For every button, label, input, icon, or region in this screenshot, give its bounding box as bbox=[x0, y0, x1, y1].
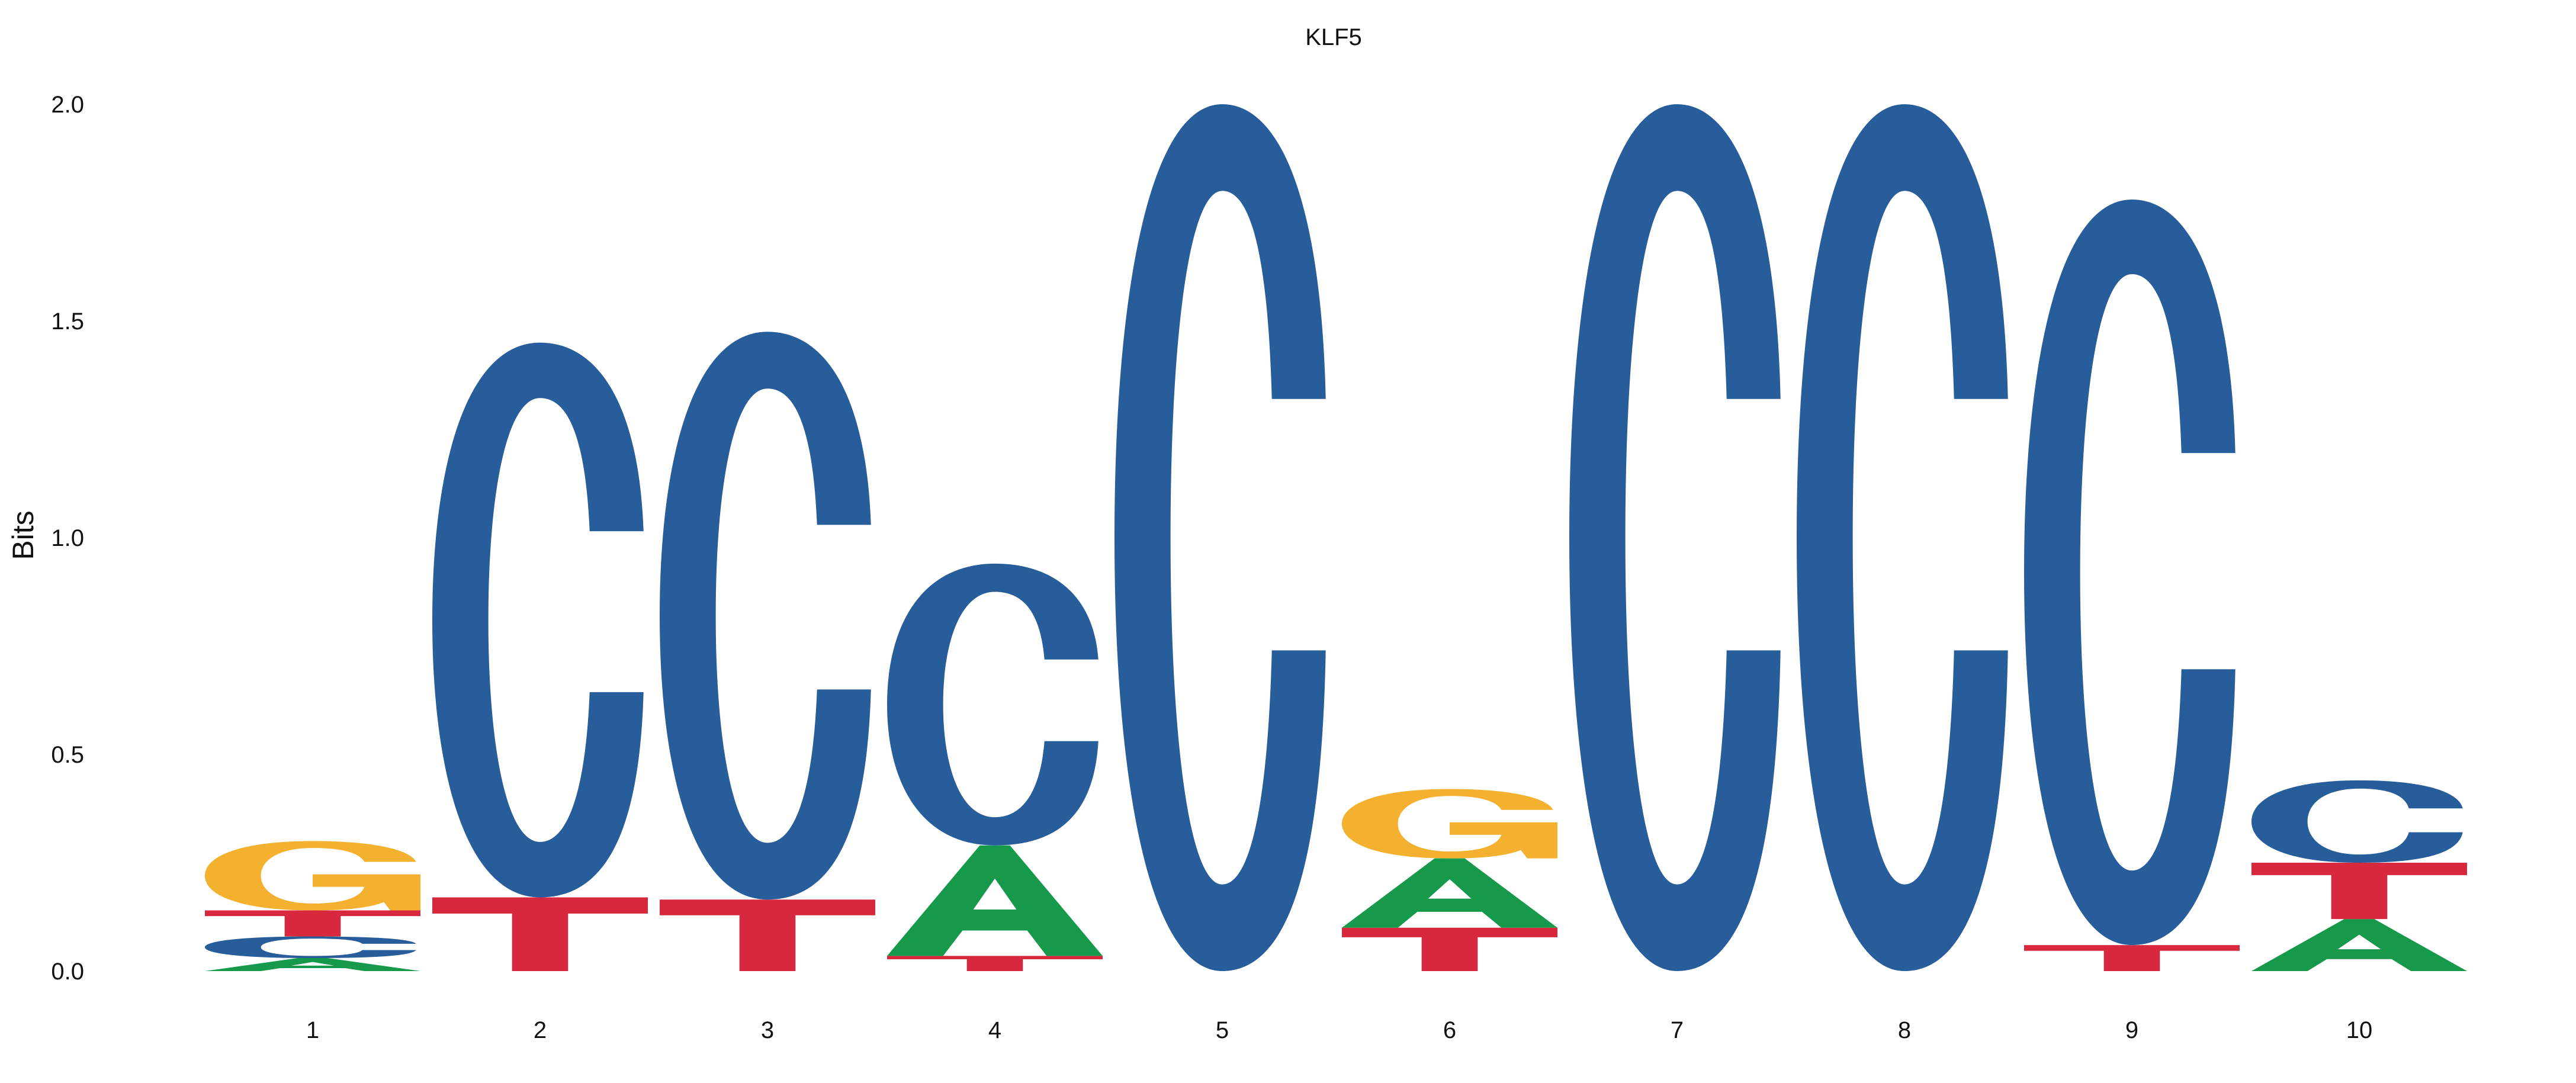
y-tick-label: 0.0 bbox=[51, 959, 84, 985]
y-tick-label: 0.5 bbox=[51, 742, 84, 768]
logo-position-7 bbox=[1569, 104, 1781, 971]
logo-letter-a bbox=[1342, 858, 1557, 928]
logo-letter-c bbox=[660, 332, 871, 900]
logo-position-9 bbox=[2024, 200, 2240, 971]
y-axis-label: Bits bbox=[7, 510, 40, 560]
logo-position-6 bbox=[1342, 789, 1557, 971]
logo-letter-t bbox=[887, 956, 1103, 971]
y-tick-label: 1.5 bbox=[51, 308, 84, 335]
logo-letter-t bbox=[660, 899, 875, 971]
logo-letter-c bbox=[432, 342, 644, 898]
x-tick-label: 1 bbox=[306, 1017, 319, 1043]
x-axis-ticks: 1 2 3 4 5 6 7 8 9 10 bbox=[306, 1017, 2372, 1043]
x-tick-label: 4 bbox=[988, 1017, 1001, 1043]
x-tick-label: 2 bbox=[534, 1017, 547, 1043]
logo-letter-t bbox=[205, 910, 420, 937]
logo-letter-t bbox=[1342, 927, 1557, 971]
y-axis-ticks: 0.0 0.5 1.0 1.5 2.0 bbox=[51, 92, 84, 985]
logo-letter-c bbox=[2251, 780, 2463, 863]
x-tick-label: 6 bbox=[1443, 1017, 1456, 1043]
x-tick-label: 9 bbox=[2125, 1017, 2138, 1043]
logo-letter-g bbox=[1342, 789, 1557, 859]
x-tick-label: 10 bbox=[2346, 1017, 2373, 1043]
logo-position-5 bbox=[1114, 104, 1326, 971]
logo-position-10 bbox=[2251, 780, 2467, 971]
x-tick-label: 3 bbox=[761, 1017, 774, 1043]
logo-position-4 bbox=[887, 563, 1103, 971]
logo-letter-t bbox=[432, 897, 648, 971]
x-tick-label: 5 bbox=[1216, 1017, 1229, 1043]
logo-position-1 bbox=[205, 841, 420, 971]
y-tick-label: 2.0 bbox=[51, 92, 84, 118]
logo-letter-a bbox=[887, 845, 1103, 956]
letter-stacks bbox=[205, 104, 2467, 971]
logo-letter-a bbox=[205, 958, 420, 971]
y-tick-label: 1.0 bbox=[51, 525, 84, 551]
logo-position-3 bbox=[660, 332, 875, 971]
logo-letter-c bbox=[205, 936, 416, 959]
logo-letter-c bbox=[1797, 104, 2008, 971]
x-tick-label: 7 bbox=[1671, 1017, 1684, 1043]
logo-letter-t bbox=[2024, 945, 2240, 971]
logo-letter-c bbox=[1114, 104, 1326, 971]
logo-letter-t bbox=[2251, 863, 2467, 920]
logo-letter-c bbox=[887, 563, 1099, 846]
logo-position-2 bbox=[432, 342, 648, 971]
chart-title: KLF5 bbox=[1305, 24, 1362, 50]
logo-letter-c bbox=[1569, 104, 1781, 971]
logo-position-8 bbox=[1797, 104, 2008, 971]
logo-letter-a bbox=[2251, 919, 2467, 971]
logo-letter-g bbox=[205, 841, 420, 911]
x-tick-label: 8 bbox=[1898, 1017, 1911, 1043]
logo-letter-c bbox=[2024, 200, 2235, 946]
